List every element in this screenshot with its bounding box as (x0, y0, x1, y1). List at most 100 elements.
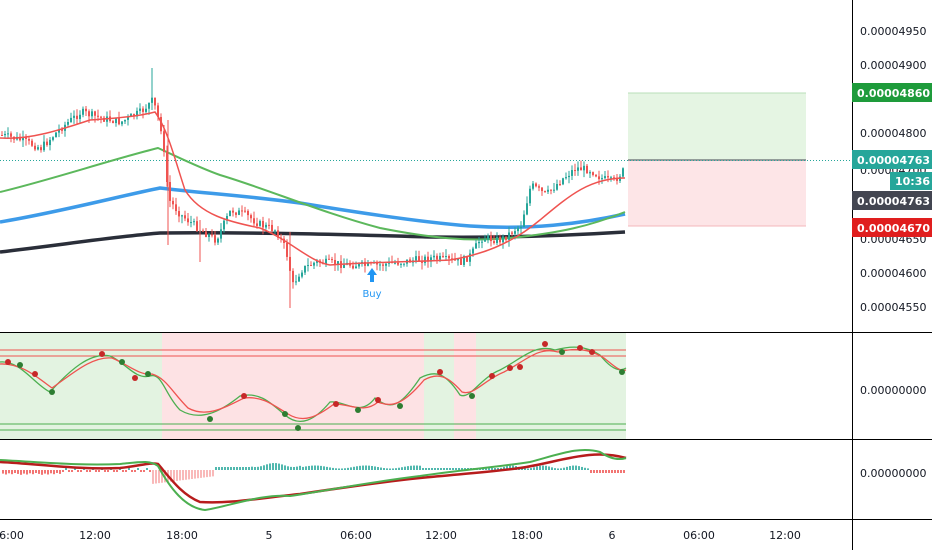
candle (154, 97, 156, 106)
histogram-bar (140, 470, 142, 472)
candle (472, 248, 474, 254)
candle (613, 177, 615, 179)
oscillator-pane[interactable] (0, 333, 627, 439)
histogram-bar (197, 470, 199, 479)
histogram-bar (248, 467, 250, 470)
candle (190, 222, 192, 224)
crossover-dot (375, 397, 381, 403)
price-pane[interactable]: Buy (0, 68, 852, 308)
time-axis[interactable]: 06:00 12:00 18:00 5 06:00 12:00 18:00 6 … (0, 529, 801, 542)
histogram-bar (194, 470, 196, 479)
histogram-bar (371, 465, 373, 470)
histogram-bar (269, 463, 271, 470)
candle (43, 141, 45, 151)
candle (397, 262, 399, 265)
candle (487, 235, 489, 240)
take-profit-tag[interactable]: 0.00004860 (852, 83, 932, 102)
histogram-bar (338, 468, 340, 470)
histogram-bar (308, 465, 310, 470)
candle (142, 108, 144, 112)
crossover-dot (397, 403, 403, 409)
candle (580, 167, 582, 171)
candlestick-series[interactable] (1, 68, 624, 308)
candle (34, 145, 36, 150)
candle (484, 239, 486, 242)
crossover-dot (619, 369, 625, 375)
entry-price-tag[interactable]: 0.00004763 (852, 191, 932, 210)
histogram-bar (281, 464, 283, 470)
histogram-bar (272, 463, 274, 470)
macd-pane[interactable] (0, 448, 627, 512)
histogram-bar (317, 465, 319, 470)
histogram-bar (149, 470, 151, 472)
candle (97, 115, 99, 117)
candle (295, 281, 297, 283)
candle (217, 238, 219, 243)
histogram-bar (431, 468, 433, 470)
histogram-bar (104, 470, 106, 472)
candle (385, 263, 387, 266)
histogram-bar (377, 467, 379, 470)
histogram-bar (254, 466, 256, 470)
buy-signal[interactable]: Buy (362, 268, 382, 300)
candle (427, 256, 429, 262)
candle (304, 265, 306, 273)
histogram-bar (587, 468, 589, 470)
histogram-bar (251, 466, 253, 470)
histogram-bar (128, 468, 130, 470)
price-axis[interactable]: 0.00004950 0.00004900 0.00004800 0.00004… (852, 25, 932, 480)
histogram-bar (53, 470, 55, 475)
take-profit-zone[interactable] (628, 93, 806, 160)
candle (205, 231, 207, 238)
candle (547, 189, 549, 192)
candle (400, 263, 402, 265)
histogram-bar (527, 468, 529, 470)
last-price-tag[interactable]: 0.00004763 10:36 (852, 150, 932, 190)
candle (559, 184, 561, 186)
histogram-bar (113, 470, 115, 472)
candle (160, 117, 162, 132)
histogram-bar (551, 467, 553, 470)
time-tick: 18:00 (166, 529, 198, 542)
candle (379, 264, 381, 266)
histogram-bar (398, 467, 400, 470)
candle (187, 218, 189, 223)
stop-loss-tag[interactable]: 0.00004670 (852, 218, 932, 237)
candle (253, 218, 255, 224)
histogram-bar (311, 465, 313, 470)
histogram-bar (107, 470, 109, 472)
candle (301, 272, 303, 277)
histogram-bar (572, 465, 574, 470)
histogram-bar (602, 470, 604, 473)
candle (601, 178, 603, 180)
histogram-bar (362, 465, 364, 470)
crossover-dot (49, 389, 55, 395)
candle (418, 256, 420, 262)
candle (118, 117, 120, 125)
histogram-bar (257, 466, 259, 470)
candle (10, 133, 12, 137)
candle (451, 258, 453, 260)
histogram-bar (44, 470, 46, 474)
histogram-bar (131, 470, 133, 472)
histogram-bar (374, 466, 376, 470)
candle (112, 121, 114, 124)
histogram-bar (326, 466, 328, 470)
histogram-bar (239, 467, 241, 470)
histogram-bar (407, 466, 409, 470)
histogram-bar (458, 468, 460, 470)
stop-loss-zone[interactable] (628, 160, 806, 226)
histogram-bar (356, 466, 358, 470)
candle (520, 227, 522, 229)
candle (517, 227, 519, 232)
histogram-bar (395, 468, 397, 470)
histogram-bar (359, 465, 361, 470)
bar-countdown: 10:36 (895, 175, 930, 188)
candle (52, 137, 54, 140)
histogram-bar (491, 468, 493, 470)
histogram-bar (47, 470, 49, 475)
histogram-bar (452, 468, 454, 470)
candle (271, 224, 273, 231)
candle (511, 232, 513, 234)
